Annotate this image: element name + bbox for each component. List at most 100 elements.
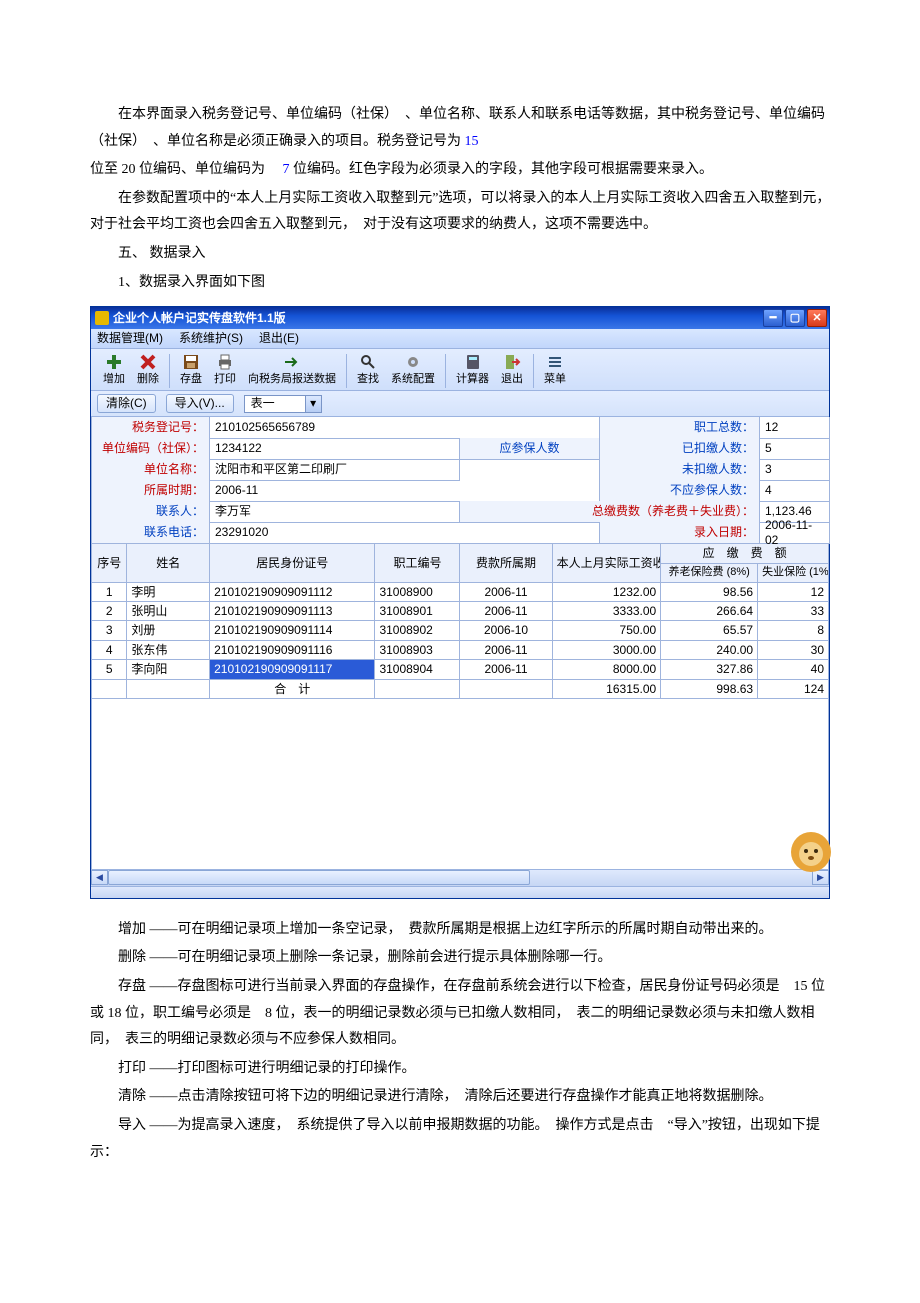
cell-period[interactable]: 2006-11 [460, 640, 552, 659]
cell-idcard[interactable]: 210102190909091114 [210, 621, 375, 640]
cell-period[interactable]: 2006-11 [460, 582, 552, 601]
lbl-not-insure: 不应参保人数： [599, 480, 760, 502]
cell-pension[interactable]: 327.86 [661, 660, 758, 679]
cell-idcard[interactable]: 210102190909091112 [210, 582, 375, 601]
cell-name[interactable]: 李明 [127, 582, 210, 601]
table-row[interactable]: 5李向阳210102190909091117310089042006-11800… [92, 660, 829, 679]
val-not-insure[interactable]: 4 [759, 480, 830, 502]
para-import: 导入 ——为提高录入速度， 系统提供了导入以前申报期数据的功能。 操作方式是点击… [90, 1113, 830, 1166]
cell-income[interactable]: 750.00 [552, 621, 661, 640]
tb-del[interactable]: 删除 [131, 353, 165, 388]
window-buttons: ━ ▢ ✕ [763, 309, 827, 327]
th-idx: 序号 [92, 544, 127, 582]
menu-exit[interactable]: 退出(E) [259, 331, 299, 345]
th-pension: 养老保险费 (8%) [661, 563, 758, 582]
para-add: 增加 ——可在明细记录项上增加一条空记录， 费款所属期是根据上边红字所示的所属时… [90, 917, 830, 944]
cell-name[interactable]: 刘册 [127, 621, 210, 640]
menu-maintain[interactable]: 系统维护(S) [179, 331, 243, 345]
cell-name[interactable]: 李向阳 [127, 660, 210, 679]
minimize-button[interactable]: ━ [763, 309, 783, 327]
val-phone[interactable]: 23291020 [209, 522, 600, 544]
tb-menu[interactable]: 菜单 [538, 353, 572, 388]
cell-period[interactable]: 2006-10 [460, 621, 552, 640]
scroll-thumb[interactable] [108, 870, 530, 885]
maximize-button[interactable]: ▢ [785, 309, 805, 327]
scroll-left-arrow[interactable]: ◀ [91, 870, 108, 885]
cell-income[interactable]: 1232.00 [552, 582, 661, 601]
cell-idcard[interactable]: 210102190909091116 [210, 640, 375, 659]
tb-find[interactable]: 查找 [351, 353, 385, 388]
para-save: 存盘 ——存盘图标可进行当前录入界面的存盘操作，在存盘前系统会进行以下检查，居民… [90, 974, 830, 1054]
cell-pension[interactable]: 65.57 [661, 621, 758, 640]
val-unitcode[interactable]: 1234122 [209, 438, 460, 460]
tb-config[interactable]: 系统配置 [385, 353, 441, 388]
cell-unemp[interactable]: 12 [758, 582, 829, 601]
para-4: 1、数据录入界面如下图 [90, 270, 830, 297]
mascot-icon [788, 829, 834, 875]
cell-name[interactable]: 张东伟 [127, 640, 210, 659]
exit-icon [503, 353, 521, 371]
lbl-contact: 联系人： [91, 501, 210, 523]
sep [346, 354, 347, 388]
menubar: 数据管理(M) 系统维护(S) 退出(E) [91, 329, 829, 349]
statusbar [91, 886, 829, 898]
val-tax[interactable]: 210102565656789 [209, 417, 600, 439]
para-print: 打印 ——打印图标可进行明细记录的打印操作。 [90, 1056, 830, 1083]
cell-name[interactable]: 张明山 [127, 601, 210, 620]
cell-empno[interactable]: 31008903 [375, 640, 460, 659]
table-row[interactable]: 2张明山210102190909091113310089012006-11333… [92, 601, 829, 620]
cell-empno[interactable]: 31008900 [375, 582, 460, 601]
doc-above: 在本界面录入税务登记号、单位编码（社保） 、单位名称、联系人和联系电话等数据，其… [90, 102, 830, 296]
cell-income[interactable]: 3000.00 [552, 640, 661, 659]
num-15: 15 [465, 134, 479, 149]
para-1b: 位至 20 位编码、单位编码为 7 位编码。红色字段为必须录入的字段，其他字段可… [90, 157, 830, 184]
clear-button[interactable]: 清除(C) [97, 394, 156, 412]
lbl-entry-date: 录入日期： [599, 522, 760, 544]
val-withheld[interactable]: 5 [759, 438, 830, 460]
close-button[interactable]: ✕ [807, 309, 827, 327]
menu-data[interactable]: 数据管理(M) [97, 331, 163, 345]
info-form: 税务登记号： 210102565656789 职工总数： 12 单位编码（社保）… [91, 417, 829, 543]
cell-period[interactable]: 2006-11 [460, 660, 552, 679]
cell-unemp[interactable]: 33 [758, 601, 829, 620]
lbl-total-emp: 职工总数： [599, 417, 760, 439]
val-contact[interactable]: 李万军 [209, 501, 460, 523]
data-grid[interactable]: 序号 姓名 居民身份证号 职工编号 费款所属期 本人上月实际工资收入 应 缴 费… [91, 543, 829, 699]
tb-exit[interactable]: 退出 [495, 353, 529, 388]
cell-income[interactable]: 3333.00 [552, 601, 661, 620]
cell-empno[interactable]: 31008904 [375, 660, 460, 679]
sheet-combo[interactable]: 表一 ▾ [244, 395, 322, 413]
val-not-withheld[interactable]: 3 [759, 459, 830, 481]
cell-empno[interactable]: 31008901 [375, 601, 460, 620]
cell-idcard[interactable]: 210102190909091113 [210, 601, 375, 620]
val-unitname[interactable]: 沈阳市和平区第二印刷厂 [209, 459, 460, 481]
cell-pension[interactable]: 266.64 [661, 601, 758, 620]
table-row[interactable]: 3刘册210102190909091114310089022006-10750.… [92, 621, 829, 640]
cell-unemp[interactable]: 40 [758, 660, 829, 679]
scroll-track[interactable] [108, 870, 812, 885]
app-window: 企业个人帐户记实传盘软件1.1版 ━ ▢ ✕ 数据管理(M) 系统维护(S) 退… [90, 306, 830, 899]
x-icon [139, 353, 157, 371]
val-period[interactable]: 2006-11 [209, 480, 600, 502]
toolbar: 增加 删除 存盘 打印 向税务局报送数据 查找 系统配置 [91, 349, 829, 391]
import-button[interactable]: 导入(V)... [166, 394, 234, 412]
cell-empno[interactable]: 31008902 [375, 621, 460, 640]
horizontal-scrollbar[interactable]: ◀ ▶ [91, 869, 829, 886]
tb-add[interactable]: 增加 [97, 353, 131, 388]
tb-send[interactable]: 向税务局报送数据 [242, 353, 342, 388]
total-income: 16315.00 [552, 679, 661, 698]
cell-unemp[interactable]: 30 [758, 640, 829, 659]
cell-period[interactable]: 2006-11 [460, 601, 552, 620]
cell-unemp[interactable]: 8 [758, 621, 829, 640]
table-row[interactable]: 1李明210102190909091112310089002006-111232… [92, 582, 829, 601]
cell-pension[interactable]: 98.56 [661, 582, 758, 601]
table-row[interactable]: 4张东伟210102190909091116310089032006-11300… [92, 640, 829, 659]
cell-pension[interactable]: 240.00 [661, 640, 758, 659]
tb-print[interactable]: 打印 [208, 353, 242, 388]
tb-save[interactable]: 存盘 [174, 353, 208, 388]
cell-income[interactable]: 8000.00 [552, 660, 661, 679]
cell-idcard[interactable]: 210102190909091117 [210, 660, 375, 679]
val-total-emp[interactable]: 12 [759, 417, 830, 439]
cell-idx: 1 [92, 582, 127, 601]
tb-calc[interactable]: 计算器 [450, 353, 495, 388]
